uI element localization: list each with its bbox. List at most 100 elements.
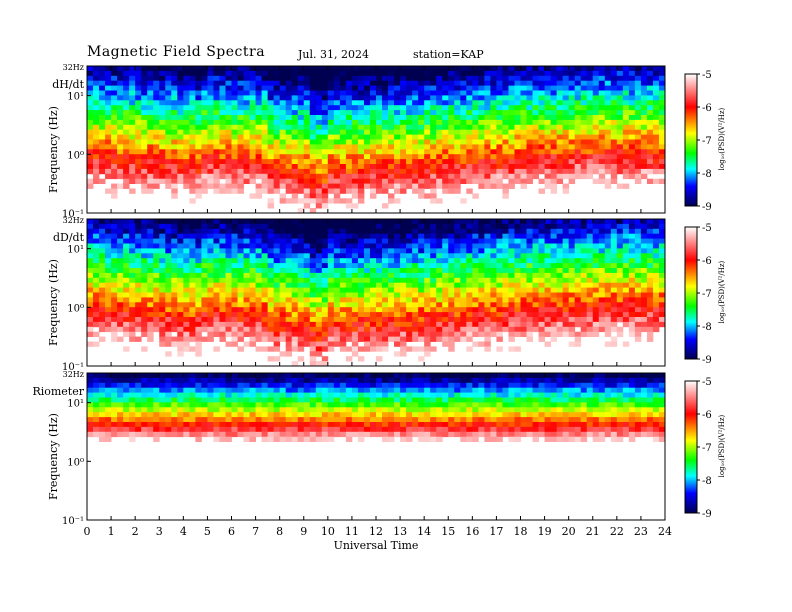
- spectrogram-cell: [315, 149, 323, 155]
- spectrogram-cell: [388, 154, 395, 160]
- spectrogram-cell: [586, 168, 594, 175]
- spectrogram-cell: [261, 336, 269, 342]
- spectrogram-cell: [466, 307, 473, 313]
- spectrogram-cell: [526, 110, 533, 116]
- spectrogram-cell: [424, 292, 431, 298]
- spectrogram-cell: [454, 75, 461, 82]
- spectrogram-cell: [225, 282, 232, 288]
- spectrogram-cell: [291, 80, 299, 86]
- spectrogram-cell: [141, 164, 148, 170]
- spectrogram-cell: [273, 95, 281, 101]
- spectrogram-cell: [604, 243, 612, 249]
- spectrogram-cell: [568, 80, 576, 86]
- spectrogram-cell: [484, 321, 491, 328]
- spectrogram-cell: [646, 331, 654, 337]
- spectrogram-cell: [189, 168, 196, 175]
- spectrogram-cell: [117, 95, 124, 101]
- spectrogram-cell: [99, 124, 106, 131]
- spectrogram-cell: [201, 124, 208, 131]
- spectrogram-cell: [153, 168, 160, 175]
- spectrogram-cell: [646, 124, 654, 131]
- spectrogram-cell: [135, 124, 142, 131]
- spectrogram-cell: [376, 159, 383, 165]
- spectrogram-cell: [496, 129, 503, 135]
- spectrogram-cell: [556, 321, 564, 328]
- spectrogram-cell: [207, 277, 214, 284]
- spectrogram-cell: [177, 85, 184, 91]
- spectrogram-cell: [195, 243, 202, 249]
- spectrogram-cell: [93, 341, 100, 347]
- spectrogram-cell: [472, 144, 479, 150]
- spectrogram-cell: [243, 129, 250, 135]
- spectrogram-cell: [87, 90, 94, 96]
- spectrogram-cell: [448, 253, 455, 259]
- spectrogram-cell: [466, 253, 473, 259]
- spectrogram-cell: [574, 331, 582, 337]
- spectrogram-cell: [177, 317, 184, 323]
- spectrogram-cell: [135, 317, 142, 323]
- spectrogram-cell: [640, 159, 648, 165]
- spectrogram-cell: [87, 297, 94, 303]
- spectrogram-cell: [165, 272, 172, 279]
- spectrogram-cell: [622, 70, 630, 77]
- spectrogram-cell: [339, 282, 347, 288]
- spectrogram-cell: [117, 168, 124, 175]
- spectrogram-cell: [129, 238, 136, 244]
- spectrogram-cell: [604, 263, 612, 269]
- spectrogram-cell: [231, 248, 238, 254]
- spectrogram-cell: [177, 115, 184, 121]
- spectrogram-cell: [273, 110, 281, 116]
- spectrogram-cell: [231, 292, 238, 298]
- spectrogram-cell: [129, 134, 136, 140]
- spectrogram-cell: [297, 90, 305, 96]
- spectrogram-cell: [165, 263, 172, 269]
- spectrogram-cell: [454, 336, 461, 342]
- spectrogram-cell: [628, 154, 636, 160]
- spectrogram-cell: [604, 321, 612, 328]
- spectrogram-cell: [267, 223, 275, 230]
- spectrogram-cell: [207, 223, 214, 230]
- spectrogram-cell: [394, 70, 401, 77]
- spectrogram-cell: [532, 129, 539, 135]
- spectrogram-cell: [237, 119, 244, 126]
- spectrogram-cell: [622, 80, 630, 86]
- spectrogram-cell: [201, 154, 208, 160]
- spectrogram-cell: [249, 228, 256, 235]
- spectrogram-cell: [99, 243, 106, 249]
- spectrogram-cell: [189, 321, 196, 328]
- spectrogram-cell: [508, 272, 515, 279]
- spectrogram-cell: [249, 336, 256, 342]
- spectrogram-cell: [586, 312, 594, 318]
- spectrogram-cell: [484, 277, 491, 284]
- spectrogram-cell: [87, 258, 94, 264]
- spectrogram-cell: [147, 248, 154, 254]
- spectrogram-cell: [424, 80, 431, 86]
- spectrogram-cell: [291, 268, 299, 274]
- spectrogram-cell: [93, 105, 100, 111]
- spectrogram-cell: [538, 66, 545, 72]
- spectrogram-cell: [207, 178, 214, 184]
- spectrogram-cell: [520, 115, 527, 121]
- spectrogram-cell: [171, 219, 178, 225]
- spectrogram-cell: [604, 178, 612, 184]
- spectrogram-cell: [520, 90, 527, 96]
- spectrogram-cell: [327, 159, 335, 165]
- spectrogram-cell: [147, 336, 154, 342]
- spectrogram-cell: [508, 75, 515, 82]
- spectrogram-cell: [345, 70, 353, 77]
- spectrogram-cell: [243, 115, 250, 121]
- spectrogram-cell: [634, 219, 642, 225]
- spectrogram-cell: [201, 119, 208, 126]
- spectrogram-cell: [303, 268, 311, 274]
- spectrogram-cell: [207, 173, 214, 180]
- spectrogram-cell: [147, 238, 154, 244]
- spectrogram-cell: [135, 149, 142, 155]
- spectrogram-cell: [213, 219, 220, 225]
- spectrogram-cell: [478, 178, 485, 184]
- spectrogram-cell: [544, 268, 551, 274]
- spectrogram-cell: [460, 297, 467, 303]
- spectrogram-cell: [412, 105, 419, 111]
- spectrogram-cell: [520, 287, 527, 293]
- spectrogram-cell: [478, 317, 485, 323]
- spectrogram-cell: [291, 75, 299, 82]
